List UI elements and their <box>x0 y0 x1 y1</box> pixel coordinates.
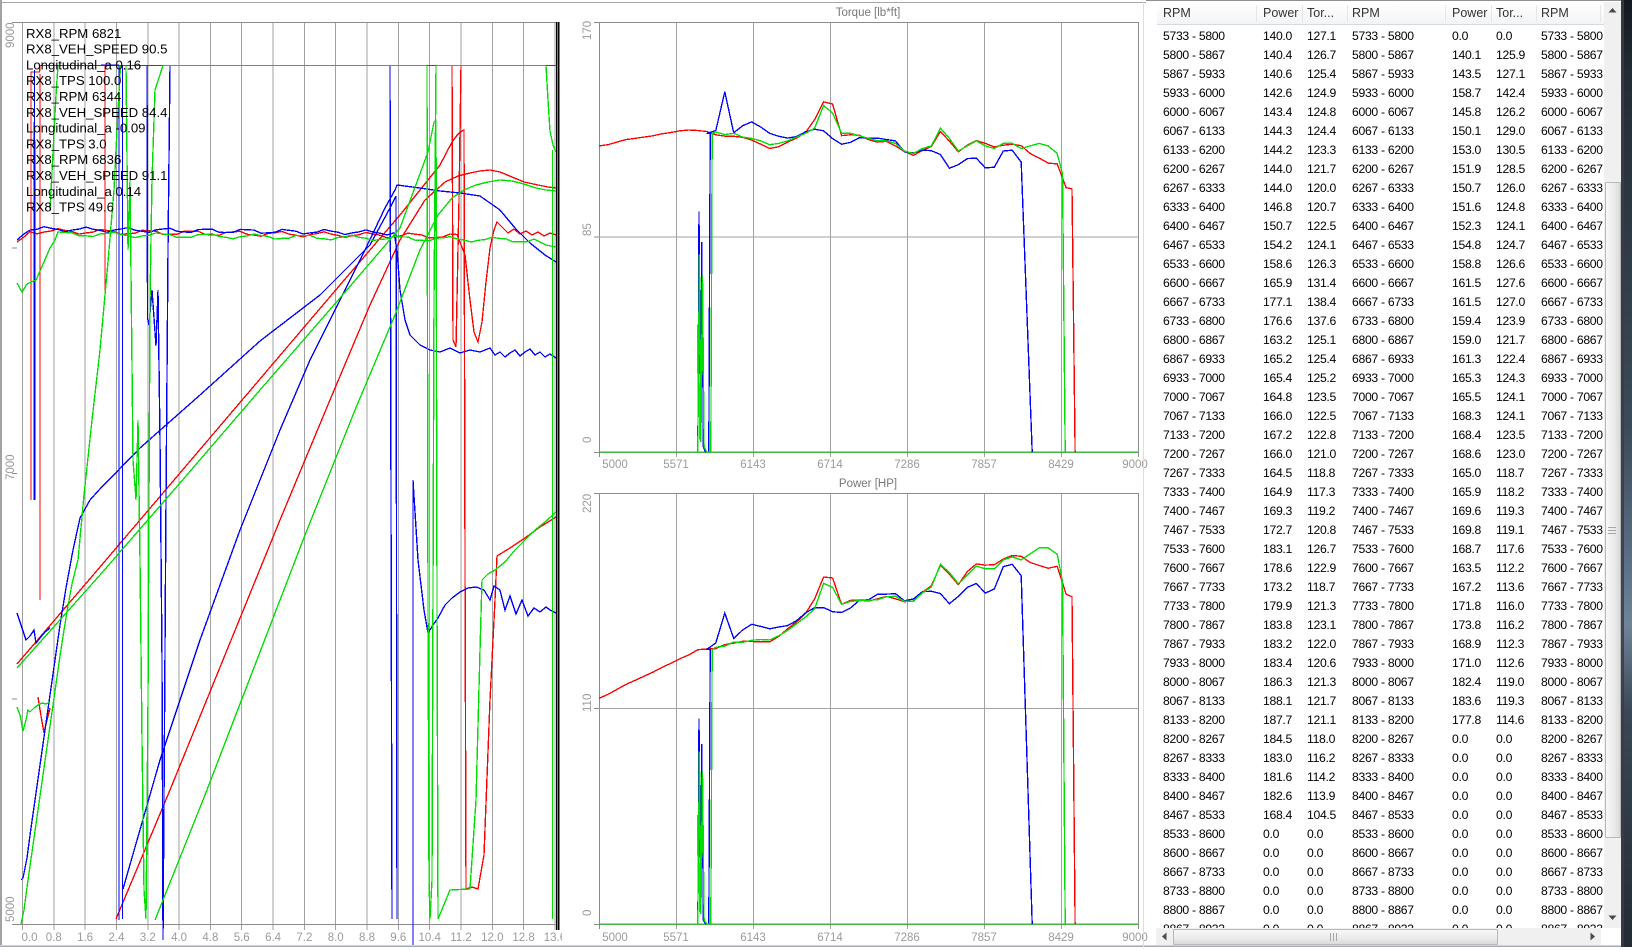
svg-text:8.8: 8.8 <box>359 932 375 944</box>
svg-text:6143: 6143 <box>740 932 766 944</box>
svg-text:5000: 5000 <box>602 459 628 471</box>
svg-text:0.0: 0.0 <box>22 932 38 944</box>
svg-text:5571: 5571 <box>663 459 689 471</box>
svg-text:6143: 6143 <box>740 459 766 471</box>
svg-text:0: 0 <box>582 437 594 443</box>
svg-text:Torque [lb*ft]: Torque [lb*ft] <box>836 7 901 19</box>
svg-text:13.6: 13.6 <box>544 932 562 944</box>
svg-text:110: 110 <box>582 694 594 712</box>
svg-text:1.6: 1.6 <box>77 932 93 944</box>
svg-text:9000: 9000 <box>1122 459 1148 471</box>
svg-text:7.2: 7.2 <box>296 932 312 944</box>
svg-text:5000: 5000 <box>602 932 628 944</box>
svg-text:9000: 9000 <box>5 22 17 48</box>
svg-text:Longitudinal_a -0.09: Longitudinal_a -0.09 <box>26 121 146 136</box>
svg-text:85: 85 <box>582 223 594 236</box>
svg-text:8429: 8429 <box>1048 459 1074 471</box>
svg-text:7000: 7000 <box>5 454 17 480</box>
svg-text:RX8_RPM 6821: RX8_RPM 6821 <box>26 26 121 41</box>
svg-text:8429: 8429 <box>1048 932 1074 944</box>
svg-text:5.6: 5.6 <box>234 932 250 944</box>
svg-text:Longitudinal_a 0.14: Longitudinal_a 0.14 <box>26 184 141 199</box>
svg-text:0: 0 <box>582 910 594 916</box>
svg-text:7857: 7857 <box>971 459 997 471</box>
svg-text:RX8_RPM 6836: RX8_RPM 6836 <box>26 152 121 167</box>
svg-text:6714: 6714 <box>817 932 843 944</box>
svg-text:12.0: 12.0 <box>481 932 503 944</box>
svg-text:9000: 9000 <box>1122 932 1148 944</box>
svg-text:2.4: 2.4 <box>109 932 126 944</box>
svg-text:9.6: 9.6 <box>390 932 406 944</box>
svg-text:5000: 5000 <box>5 896 17 922</box>
svg-text:7286: 7286 <box>894 932 920 944</box>
svg-text:Power [HP]: Power [HP] <box>839 478 897 490</box>
svg-text:RX8_RPM 6344: RX8_RPM 6344 <box>26 89 121 104</box>
svg-text:RX8_VEH_SPEED 90.5: RX8_VEH_SPEED 90.5 <box>26 42 167 57</box>
svg-text:5571: 5571 <box>663 932 689 944</box>
svg-text:10.4: 10.4 <box>419 932 442 944</box>
svg-text:7286: 7286 <box>894 459 920 471</box>
svg-text:8.0: 8.0 <box>328 932 344 944</box>
svg-text:12.8: 12.8 <box>512 932 534 944</box>
svg-text:7857: 7857 <box>971 932 997 944</box>
svg-text:4.0: 4.0 <box>171 932 187 944</box>
svg-text:11.2: 11.2 <box>450 932 472 944</box>
svg-text:4.8: 4.8 <box>202 932 218 944</box>
svg-text:RX8_TPS 49.6: RX8_TPS 49.6 <box>26 200 114 215</box>
svg-text:0.8: 0.8 <box>46 932 62 944</box>
svg-text:RX8_VEH_SPEED 84.4: RX8_VEH_SPEED 84.4 <box>26 105 167 120</box>
svg-text:RX8_TPS 3.0: RX8_TPS 3.0 <box>26 136 107 151</box>
svg-text:3.2: 3.2 <box>140 932 156 944</box>
svg-text:220: 220 <box>582 494 594 513</box>
svg-text:170: 170 <box>582 21 594 40</box>
svg-text:6.4: 6.4 <box>265 932 282 944</box>
svg-text:6714: 6714 <box>817 459 843 471</box>
svg-text:RX8_VEH_SPEED 91.1: RX8_VEH_SPEED 91.1 <box>26 168 167 183</box>
svg-text:RX8_TPS 100.0: RX8_TPS 100.0 <box>26 73 121 88</box>
svg-text:Longitudinal_a 0.16: Longitudinal_a 0.16 <box>26 57 141 72</box>
